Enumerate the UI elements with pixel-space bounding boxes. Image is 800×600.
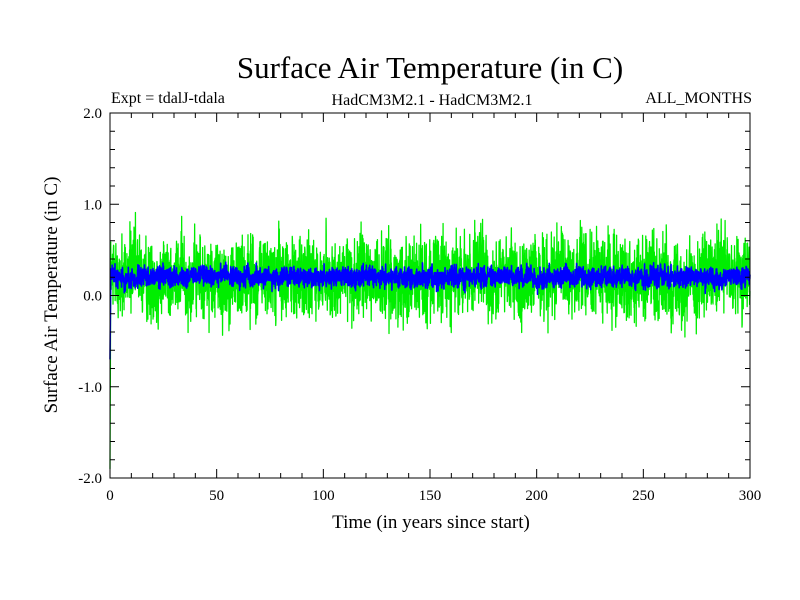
x-tick-label: 50 (209, 488, 224, 504)
x-tick-label: 250 (632, 488, 655, 504)
x-axis-label: Time (in years since start) (332, 512, 530, 533)
subtitle-left: Expt = tdalJ-tdala (111, 90, 225, 107)
plot-frame (109, 112, 751, 479)
y-tick-label: 1.0 (83, 197, 102, 213)
subtitle-center: HadCM3M2.1 - HadCM3M2.1 (332, 92, 533, 109)
y-tick-label: -1.0 (78, 380, 102, 396)
x-tick-label: 0 (106, 488, 114, 504)
ticks-layer: 0 50 100 150 200 250 300 -2.0 -1.0 0.0 1.0 2.0 (78, 106, 761, 504)
x-tick-label: 150 (419, 488, 442, 504)
x-tick-label: 300 (739, 488, 762, 504)
subtitle-right: ALL_MONTHS (645, 90, 752, 107)
y-tick-label: 0.0 (83, 289, 102, 305)
chart-title: Surface Air Temperature (in C) (237, 50, 623, 85)
y-tick-label: -2.0 (78, 471, 102, 487)
series-line-smoothed (109, 261, 751, 360)
x-tick-label: 100 (312, 488, 335, 504)
x-tick-label: 200 (525, 488, 548, 504)
series-layer (109, 211, 751, 469)
y-tick-label: 2.0 (83, 106, 102, 122)
series-line-monthly (109, 211, 751, 469)
y-axis-label: Surface Air Temperature (in C) (41, 177, 62, 414)
